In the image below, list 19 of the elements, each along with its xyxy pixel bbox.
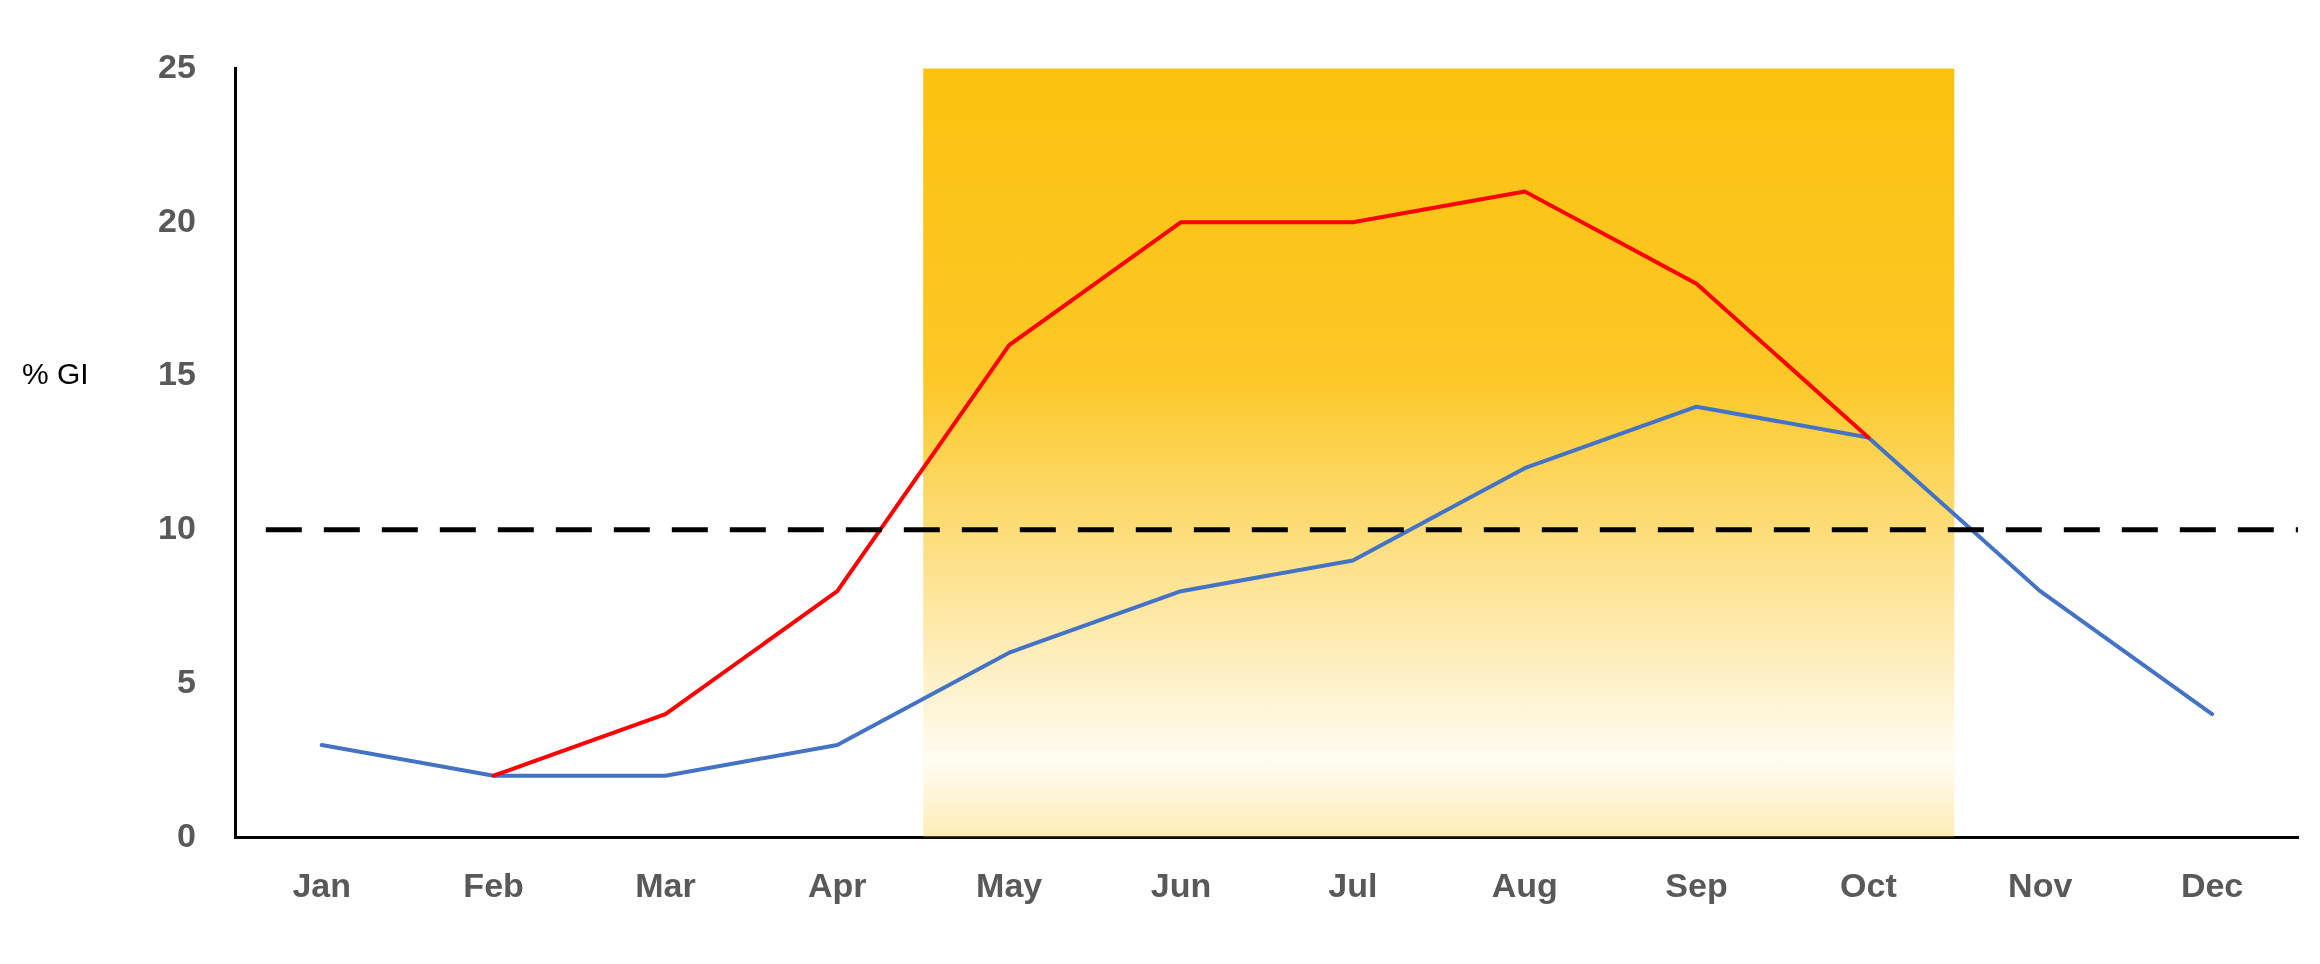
x-tick-label: May [976, 865, 1043, 904]
y-tick-label: 15 [157, 354, 196, 393]
x-tick-label: Nov [2008, 865, 2073, 904]
x-tick-label: Dec [2180, 865, 2244, 904]
x-tick-label: Oct [1840, 865, 1897, 904]
y-axis-title: % GI [22, 357, 89, 391]
x-tick-label: Feb [463, 865, 524, 904]
x-tick-label: Jul [1328, 865, 1378, 904]
x-tick-label: Mar [635, 865, 696, 904]
y-tick-label: 0 [176, 815, 196, 854]
y-tick-label: 10 [157, 508, 196, 547]
y-tick-label: 25 [157, 46, 196, 85]
x-tick-label: Sep [1665, 865, 1728, 904]
y-tick-label: 20 [157, 200, 196, 239]
x-tick-label: Apr [808, 865, 867, 904]
x-tick-label: Jan [292, 865, 352, 904]
y-tick-label: 5 [176, 661, 196, 700]
x-tick-label: Jun [1150, 865, 1212, 904]
x-tick-label: Aug [1491, 865, 1558, 904]
